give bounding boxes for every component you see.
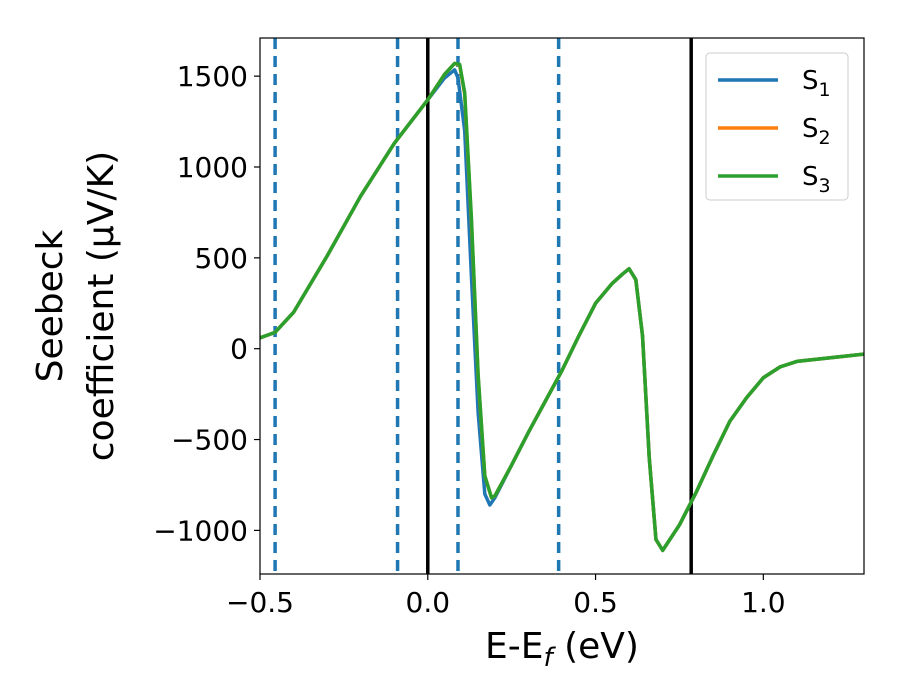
legend-label: S1 [802, 66, 831, 101]
x-tick-label: 0.0 [406, 586, 451, 619]
x-axis-title-main: E-E [485, 626, 543, 667]
legend-label: S2 [802, 114, 831, 149]
y-axis-ticks: −1000 −500 0 500 1000 1500 [153, 60, 260, 547]
legend-entry-s2: S2 [718, 114, 831, 149]
y-tick-label: 1000 [177, 151, 248, 184]
y-axis-title-line1: Seebeck [30, 229, 71, 382]
y-tick-label: −500 [171, 424, 248, 457]
x-axis-title-unit: (eV) [553, 626, 639, 667]
x-tick-label: −0.5 [226, 586, 294, 619]
series-lines [260, 61, 864, 553]
x-tick-label: 1.0 [741, 586, 786, 619]
vertical-reference-lines [273, 38, 693, 574]
legend-entry-s3: S3 [718, 162, 831, 197]
legend: S1 S2 S3 [705, 52, 849, 201]
legend-label: S3 [802, 162, 831, 197]
x-axis-ticks: −0.5 0.0 0.5 1.0 [226, 574, 786, 619]
y-axis-title-line2: coefficient (μV/K) [81, 151, 122, 461]
series-line-s3 [260, 61, 864, 553]
y-tick-label: 1500 [177, 60, 248, 93]
y-tick-label: 500 [195, 242, 248, 275]
x-tick-label: 0.5 [573, 586, 618, 619]
y-tick-label: 0 [230, 333, 248, 366]
legend-entry-s1: S1 [718, 66, 831, 101]
x-axis-title: E-Ef (eV) [485, 626, 639, 673]
axes-frame [259, 37, 865, 575]
y-tick-label: −1000 [153, 514, 248, 547]
